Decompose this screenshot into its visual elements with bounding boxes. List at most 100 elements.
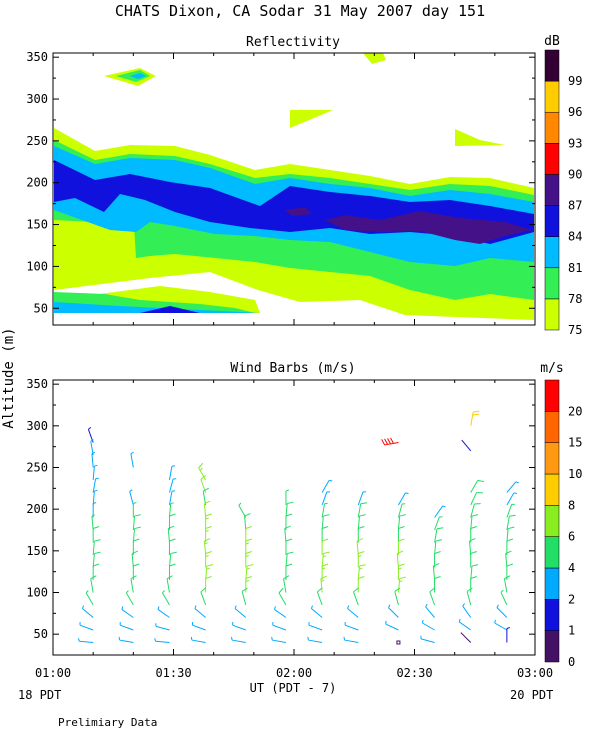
- wind-barb-flag: [435, 539, 443, 542]
- colorbar-level-label: 75: [568, 323, 582, 337]
- wind-barb-half-flag: [77, 638, 80, 642]
- wind-barb-flag: [434, 576, 441, 579]
- wind-barb-shaft: [285, 503, 288, 518]
- wind-barb-shaft: [316, 591, 323, 606]
- contour-patch-285: [290, 110, 333, 128]
- wind-barb-shaft: [394, 591, 399, 606]
- wind-barb-shaft: [432, 566, 436, 581]
- reflectivity-title: Reflectivity: [246, 35, 340, 50]
- wind-barb-shaft: [85, 592, 94, 606]
- y-tick-label: 350: [26, 377, 48, 391]
- wind-barb-shaft: [398, 492, 406, 506]
- wind-barb-flag: [285, 513, 293, 517]
- wind-barb-half-flag: [246, 567, 250, 570]
- wind-barb-half-flag: [506, 627, 511, 629]
- wind-barb-flag: [200, 475, 207, 480]
- y-tick-label: 50: [34, 627, 48, 641]
- colorbar-swatch: [544, 111, 560, 144]
- wind-barb-flag: [241, 587, 248, 592]
- colorbar-level-label: 8: [568, 498, 575, 512]
- wind-barb-flag: [507, 526, 515, 530]
- y-tick-label: 350: [26, 50, 48, 64]
- wind-barb-half-flag: [347, 605, 350, 609]
- wind-barb-flag: [284, 525, 291, 530]
- wind-barb-half-flag: [320, 579, 325, 583]
- wind-barb-shaft: [470, 516, 473, 531]
- wind-barb-flag: [244, 513, 251, 517]
- colorbar-level-label: 87: [568, 199, 582, 213]
- wind-barb-shaft: [506, 516, 510, 531]
- y-tick-label: 200: [26, 176, 48, 190]
- wind-barb-flag: [470, 576, 477, 579]
- colorbar-swatch: [544, 298, 560, 331]
- wind-barb-shaft: [494, 622, 508, 631]
- wind-barb-shaft: [192, 624, 206, 631]
- wind-barb-shaft: [434, 541, 437, 556]
- wind-barb-shaft: [422, 622, 435, 631]
- wind-barb-shaft: [321, 553, 324, 568]
- wind-barbs-frame: [52, 379, 536, 656]
- wind-barb-flag: [472, 413, 479, 416]
- wind-barb-flag: [245, 576, 252, 579]
- wind-barb-shaft: [157, 609, 170, 618]
- wind-barb-half-flag: [121, 606, 124, 610]
- wind-barb-half-flag: [205, 517, 209, 520]
- wind-barb-flag: [473, 410, 480, 413]
- contour-patch-320-core: [130, 73, 146, 79]
- wind-barb-half-flag: [388, 604, 391, 608]
- wind-barb-shaft: [506, 492, 515, 506]
- wind-barb-shaft: [506, 504, 513, 518]
- wind-barb-half-flag: [425, 603, 428, 608]
- wind-barb-shaft: [397, 578, 401, 593]
- wind-barbs-title: Wind Barbs (m/s): [230, 361, 355, 376]
- wind-barb-half-flag: [322, 555, 327, 558]
- wind-barb-flag: [166, 575, 173, 580]
- wind-barb-half-flag: [91, 514, 96, 517]
- wind-barb-flag: [287, 551, 294, 555]
- wind-barb-half-flag: [310, 605, 314, 609]
- wind-barb-half-flag: [88, 426, 92, 430]
- x-right-note: 20 PDT: [510, 688, 553, 702]
- colorbar-swatch: [544, 567, 560, 600]
- x-tick-label: 02:30: [396, 666, 432, 680]
- wind-barb-flag: [359, 564, 366, 567]
- wind-barb-shaft: [344, 624, 359, 631]
- wind-barb-flag: [94, 551, 101, 555]
- contour-band-81-lower: [54, 302, 260, 313]
- wind-barb-flag: [320, 575, 327, 580]
- wind-barb-half-flag: [359, 567, 363, 570]
- wind-barb-shaft: [321, 491, 328, 506]
- wind-barb-shaft: [308, 624, 323, 631]
- wind-barb-shaft: [500, 592, 508, 606]
- wind-barb-half-flag: [93, 502, 97, 504]
- wind-barb-half-flag: [274, 606, 276, 610]
- wind-barb-shaft: [162, 592, 170, 606]
- wind-barb-shaft: [132, 528, 136, 543]
- colorbar-level-label: 84: [568, 230, 582, 244]
- wind-barb-flag: [381, 439, 386, 446]
- wind-barb-flag: [317, 587, 323, 593]
- wind-barb-flag: [506, 538, 514, 542]
- y-tick-label: 150: [26, 544, 48, 558]
- y-tick-label: 50: [34, 301, 48, 315]
- wind-barb-shaft: [90, 578, 94, 593]
- wind-barb-half-flag: [154, 638, 157, 642]
- colorbar-swatch: [544, 80, 560, 113]
- wind-barb-shaft: [92, 466, 95, 481]
- wind-barb-shaft: [434, 505, 444, 518]
- wind-barb-flag: [93, 563, 100, 567]
- wind-barb-flag: [506, 563, 514, 567]
- colorbar-swatch: [544, 205, 560, 237]
- wind-barb-half-flag: [170, 502, 174, 505]
- wind-barb-half-flag: [94, 489, 98, 492]
- colorbar-swatch: [544, 143, 560, 175]
- wind-barb-half-flag: [496, 604, 499, 608]
- wind-barb-half-flag: [91, 451, 96, 455]
- wind-barb-flag: [358, 576, 365, 579]
- wind-barb-flag: [323, 514, 330, 517]
- contour-patch-255: [455, 129, 505, 146]
- wind-barb-flag: [198, 462, 204, 469]
- colorbar-level-label: 15: [568, 436, 582, 450]
- colorbar-swatch: [544, 536, 560, 569]
